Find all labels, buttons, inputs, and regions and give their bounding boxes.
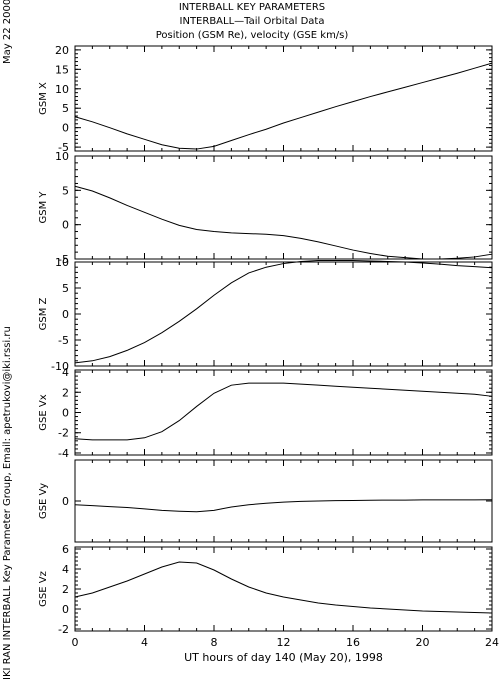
y-tick-label: 5: [62, 282, 69, 295]
y-tick-label: 2: [62, 386, 69, 399]
chart-caption: Position (GSM Re), velocity (GSE km/s): [155, 30, 349, 41]
panel-frame: [74, 459, 493, 543]
y-tick-label: 15: [55, 63, 69, 76]
panel-frame: [74, 261, 493, 367]
panel-frame: [74, 45, 493, 152]
x-tick-label: 0: [72, 636, 79, 649]
y-tick-label: 10: [55, 83, 69, 96]
panel-frame: [74, 155, 493, 260]
y-tick-label: 10: [55, 256, 69, 269]
x-tick-label: 24: [485, 636, 499, 649]
y-tick-label: 0: [62, 308, 69, 321]
y-axis-label: GSE Vz: [38, 571, 49, 607]
x-tick-label: 12: [277, 636, 291, 649]
series-line: [74, 561, 493, 614]
y-tick-label: 0: [62, 122, 69, 135]
y-tick-label: -5: [58, 253, 69, 266]
x-tick-label: 8: [211, 636, 218, 649]
chart-title: INTERBALL KEY PARAMETERS: [178, 2, 326, 13]
y-tick-label: 4: [62, 366, 69, 379]
x-tick-label: 4: [141, 636, 148, 649]
y-tick-label: -4: [58, 447, 69, 460]
y-axis-label: GSM Y: [38, 191, 49, 224]
y-axis-label: GSE Vy: [38, 483, 49, 519]
x-axis-label: UT hours of day 140 (May 20), 1998: [184, 651, 383, 664]
y-tick-label: 20: [55, 44, 69, 57]
panel-frame: [74, 546, 493, 632]
x-tick-label: 20: [416, 636, 430, 649]
series-line: [74, 382, 493, 441]
series-line: [74, 185, 493, 260]
y-axis-label: GSM X: [38, 82, 49, 115]
x-tick-label: 16: [346, 636, 360, 649]
y-tick-label: -5: [58, 141, 69, 154]
y-axis-label: GSE Vx: [38, 394, 49, 430]
y-tick-label: 0: [62, 495, 69, 508]
y-tick-label: 10: [55, 150, 69, 163]
y-tick-label: 4: [62, 563, 69, 576]
series-line: [74, 62, 493, 150]
y-tick-label: 0: [62, 603, 69, 616]
series-line: [74, 259, 493, 364]
y-tick-label: -2: [58, 623, 69, 636]
y-tick-label: 0: [62, 219, 69, 232]
chart-subtitle: INTERBALL—Tail Orbital Data: [179, 16, 325, 27]
y-tick-label: -2: [58, 427, 69, 440]
y-tick-label: -10: [51, 360, 69, 373]
y-tick-label: -5: [58, 334, 69, 347]
y-tick-label: 0: [62, 407, 69, 420]
y-tick-label: 2: [62, 583, 69, 596]
y-axis-label: GSM Z: [38, 297, 49, 330]
series-line: [74, 499, 493, 513]
y-tick-label: 5: [62, 184, 69, 197]
y-tick-label: 6: [62, 543, 69, 556]
y-tick-label: 5: [62, 102, 69, 115]
